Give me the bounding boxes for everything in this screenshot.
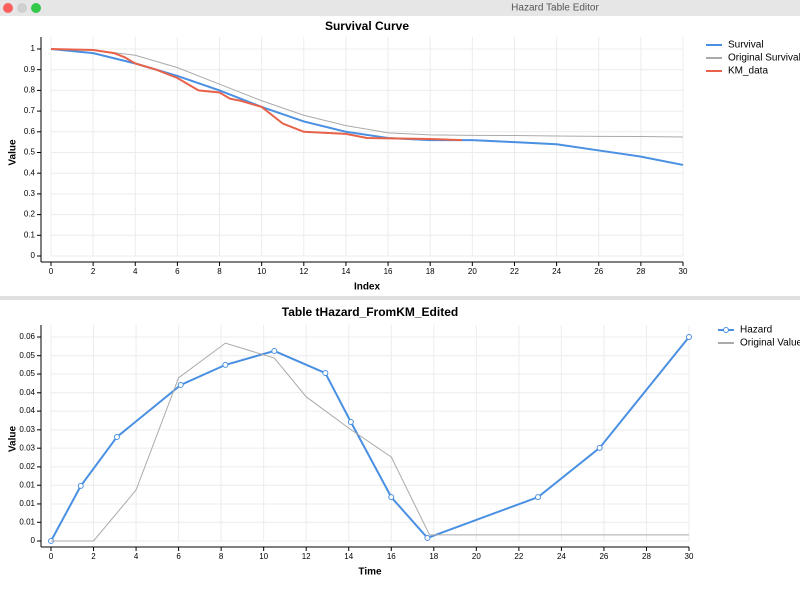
y-tick-label: 0.03 xyxy=(19,443,35,452)
legend-label: Original Value xyxy=(740,338,800,349)
x-tick-label: 6 xyxy=(175,267,180,276)
x-tick-label: 18 xyxy=(426,267,435,276)
x-tick-label: 18 xyxy=(429,552,438,561)
y-tick-label: 0.05 xyxy=(19,369,35,378)
title-bar xyxy=(0,0,800,16)
window-title: Hazard Table Editor xyxy=(511,3,599,14)
x-tick-label: 2 xyxy=(91,552,96,561)
legend-label: Survival xyxy=(728,40,764,51)
x-tick-label: 14 xyxy=(341,267,350,276)
y-tick-label: 0.01 xyxy=(19,480,35,489)
legend-marker xyxy=(723,327,729,333)
point xyxy=(535,494,542,501)
x-tick-label: 22 xyxy=(514,552,523,561)
point xyxy=(347,419,354,425)
series-line xyxy=(50,48,462,142)
x-tick-label: 8 xyxy=(219,552,224,561)
x-tick-label: 4 xyxy=(134,552,139,561)
close-button[interactable] xyxy=(3,3,13,13)
y-tick-label: 0.04 xyxy=(19,388,35,397)
y-tick-label: 0.05 xyxy=(19,351,35,360)
y-tick-label: 1 xyxy=(31,44,36,53)
point xyxy=(177,381,184,388)
x-tick-label: 16 xyxy=(387,552,396,561)
point xyxy=(424,534,431,541)
x-tick-label: 20 xyxy=(472,552,481,561)
legend-label: KM_data xyxy=(728,66,768,77)
chart-title: Survival Curve xyxy=(325,19,409,33)
x-tick-label: 28 xyxy=(636,267,645,276)
x-tick-label: 26 xyxy=(599,552,608,561)
minimize-button[interactable] xyxy=(17,3,27,13)
x-tick-label: 24 xyxy=(552,267,561,276)
y-tick-label: 0.9 xyxy=(24,65,36,74)
point xyxy=(113,433,120,440)
y-tick-label: 0.3 xyxy=(24,189,36,198)
point xyxy=(686,334,692,340)
x-tick-label: 12 xyxy=(302,552,311,561)
chart-title: Table tHazard_FromKM_Edited xyxy=(282,305,458,319)
y-tick-label: 0.03 xyxy=(19,425,35,434)
x-tick-label: 30 xyxy=(685,552,694,561)
point xyxy=(77,482,84,489)
zoom-button[interactable] xyxy=(31,3,41,13)
x-tick-label: 24 xyxy=(557,552,566,561)
y-tick-label: 0.4 xyxy=(24,168,36,177)
point xyxy=(322,370,329,377)
x-tick-label: 28 xyxy=(642,552,651,561)
x-tick-label: 10 xyxy=(259,552,268,561)
y-tick-label: 0 xyxy=(31,536,36,545)
y-tick-label: 0.7 xyxy=(24,106,36,115)
y-tick-label: 0.5 xyxy=(24,148,36,157)
x-tick-label: 30 xyxy=(679,267,688,276)
point xyxy=(388,494,395,501)
series-line xyxy=(50,336,690,542)
x-tick-label: 4 xyxy=(133,267,138,276)
y-tick-label: 0.2 xyxy=(24,210,36,219)
y-tick-label: 0.04 xyxy=(19,406,35,415)
y-tick-label: 0.01 xyxy=(19,517,35,526)
legend-label: Original Survival xyxy=(728,53,800,64)
x-tick-label: 16 xyxy=(384,267,393,276)
legend-label: Hazard xyxy=(740,325,772,336)
x-tick-label: 12 xyxy=(299,267,308,276)
y-tick-label: 0.6 xyxy=(24,127,36,136)
x-tick-label: 0 xyxy=(49,267,54,276)
y-tick-label: 0.8 xyxy=(24,86,36,95)
x-tick-label: 6 xyxy=(176,552,181,561)
y-tick-label: 0.01 xyxy=(19,499,35,508)
x-tick-label: 14 xyxy=(344,552,353,561)
y-axis-label: Value xyxy=(8,139,19,166)
splitter[interactable] xyxy=(0,296,800,300)
x-axis-label: Index xyxy=(354,282,381,293)
series-line xyxy=(50,48,684,138)
y-tick-label: 0.02 xyxy=(19,462,35,471)
point xyxy=(271,347,278,354)
x-tick-label: 10 xyxy=(257,267,266,276)
x-tick-label: 22 xyxy=(510,267,519,276)
x-tick-label: 2 xyxy=(91,267,96,276)
point xyxy=(222,361,229,368)
y-tick-label: 0.1 xyxy=(24,230,36,239)
x-tick-label: 8 xyxy=(217,267,222,276)
y-tick-label: 0.06 xyxy=(19,332,35,341)
x-axis-label: Time xyxy=(358,567,382,578)
y-axis-label: Value xyxy=(8,426,19,453)
x-tick-label: 20 xyxy=(468,267,477,276)
series-line xyxy=(51,342,689,542)
x-tick-label: 0 xyxy=(49,552,54,561)
point xyxy=(596,444,603,451)
x-tick-label: 26 xyxy=(594,267,603,276)
y-tick-label: 0 xyxy=(31,251,36,260)
